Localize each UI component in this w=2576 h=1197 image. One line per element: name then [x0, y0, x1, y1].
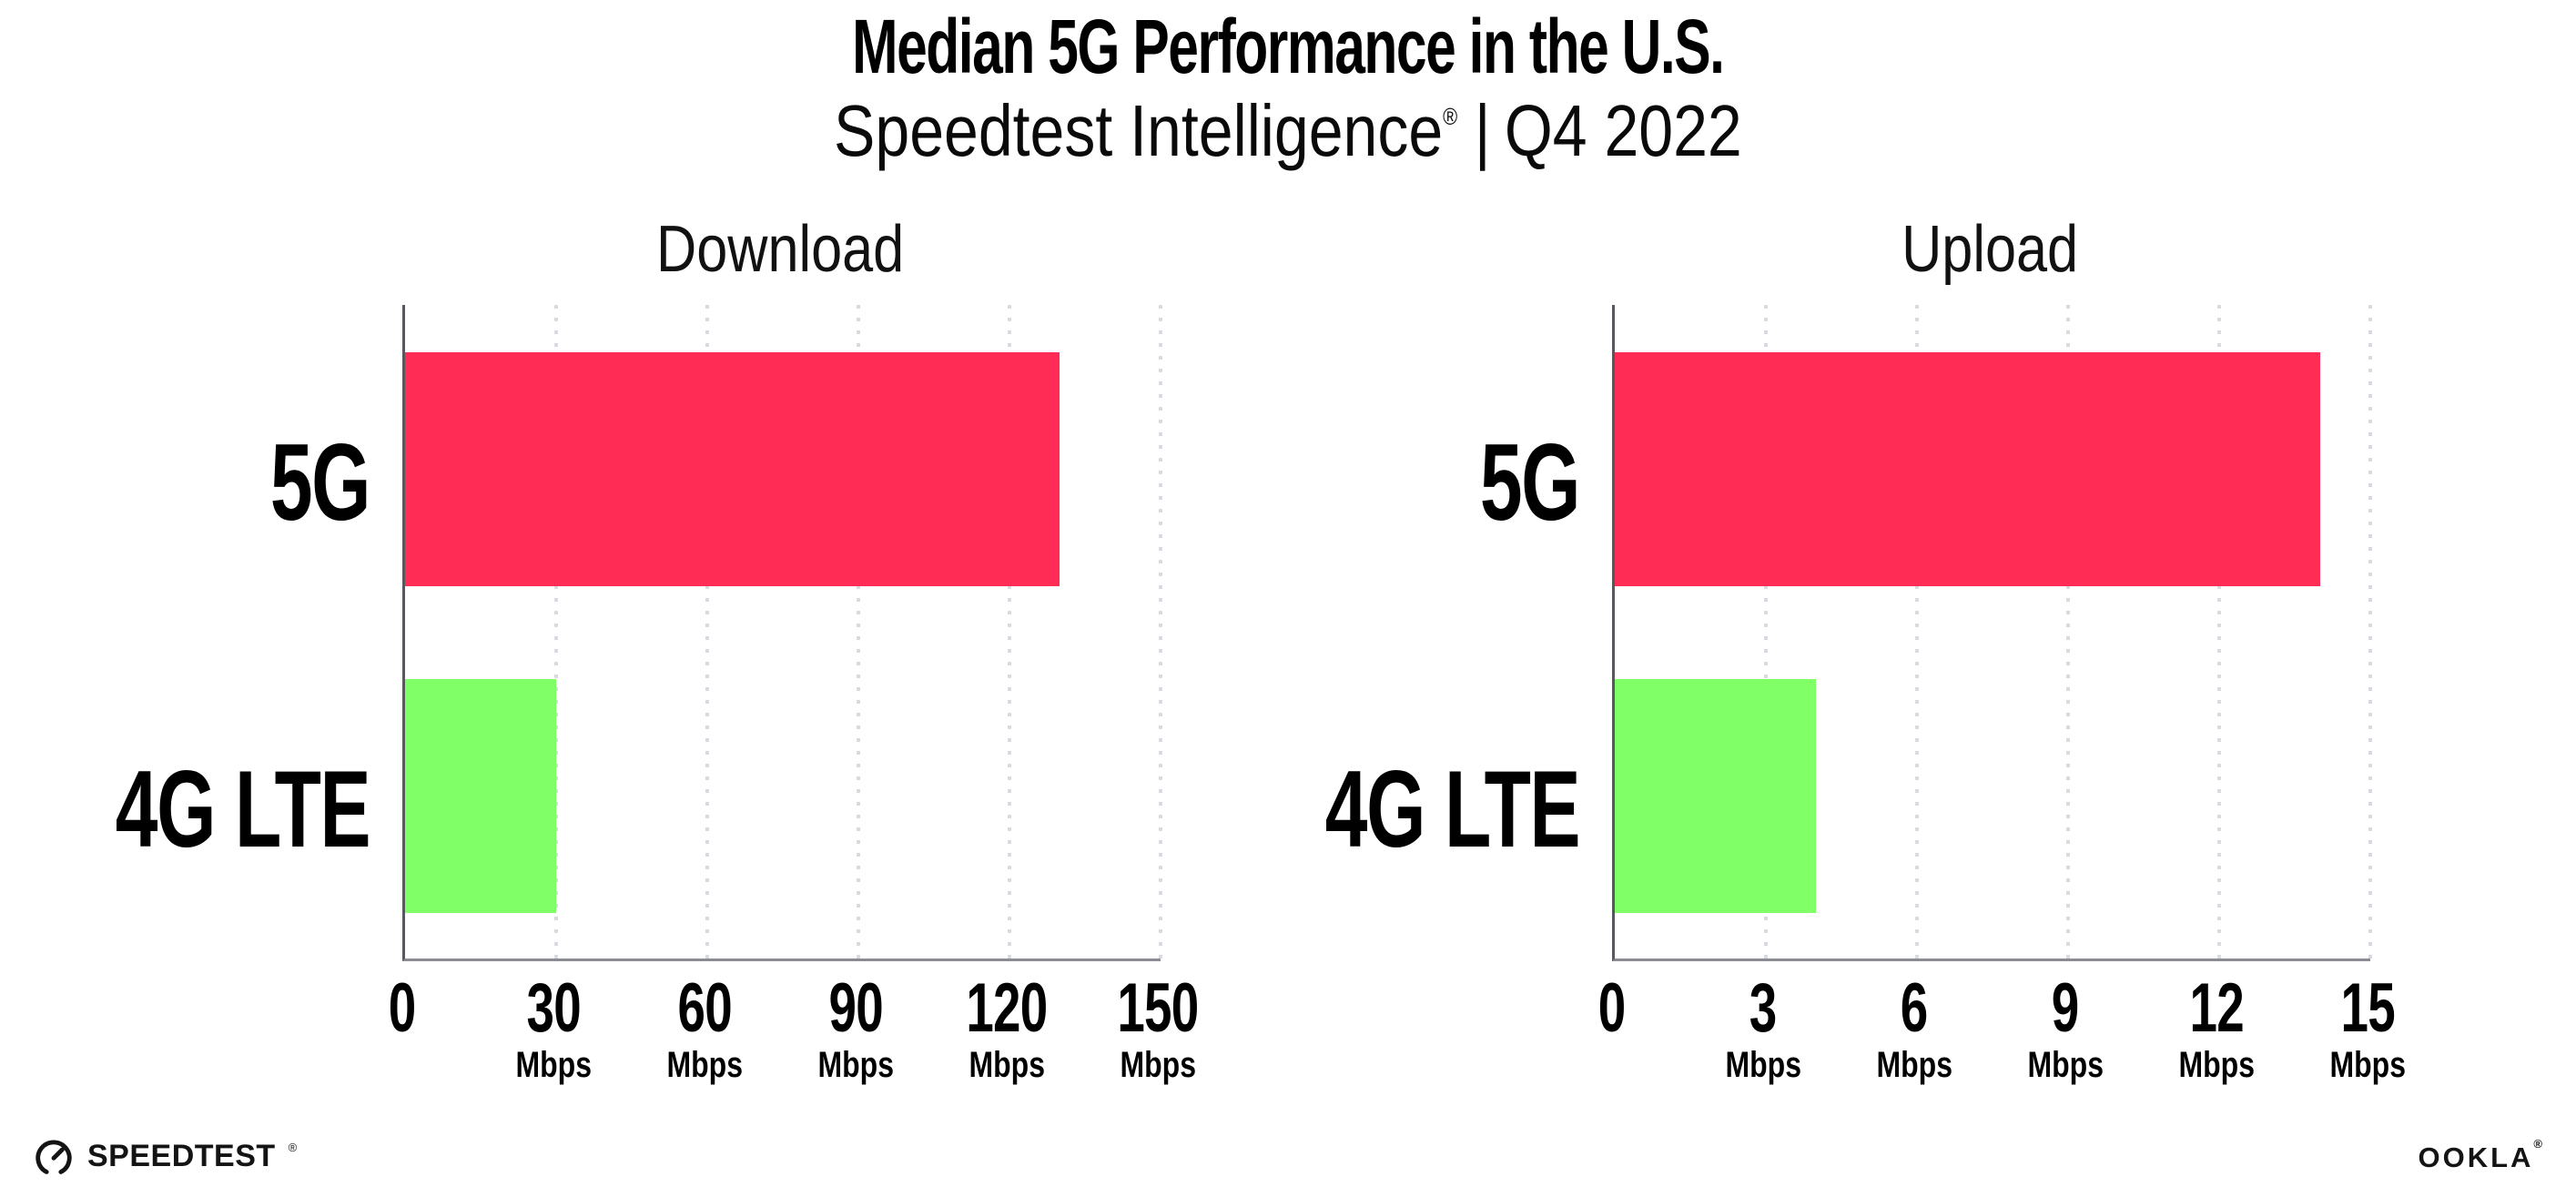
gridline-15-mbps-upload [2368, 305, 2372, 959]
x-tick-unit-text-12-upload: Mbps [2178, 1045, 2255, 1085]
bar-5g-download [405, 352, 1060, 586]
gridline-90-mbps-download [857, 305, 860, 959]
gridline-9-mbps-upload [2066, 305, 2070, 959]
x-tick-unit-text-60-download: Mbps [666, 1045, 743, 1085]
x-tick-unit-30-download: Mbps [453, 1047, 654, 1083]
x-tick-3-upload: 3 [1663, 974, 1863, 1043]
x-tick-unit-text-120-download: Mbps [969, 1045, 1045, 1085]
y-axis-label-5g-download: 5G [5, 421, 371, 543]
x-tick-unit-12-upload: Mbps [2116, 1047, 2317, 1083]
bar-4g-lte-download [405, 679, 556, 913]
page-title: Median 5G Performance in the U.S. [0, 5, 2576, 88]
y-axis-label-text-4g-lte-upload: 4G LTE [1324, 747, 1581, 870]
x-tick-value-60-download: 60 [677, 969, 732, 1047]
x-tick-value-30-download: 30 [526, 969, 581, 1047]
x-tick-unit-90-download: Mbps [756, 1047, 956, 1083]
x-tick-15-upload: 15 [2267, 974, 2468, 1043]
chart-title-text-download: Download [655, 213, 905, 286]
page-title-text: Median 5G Performance in the U.S. [852, 4, 1725, 89]
x-tick-unit-60-download: Mbps [604, 1047, 805, 1083]
x-tick-value-3-upload: 3 [1749, 969, 1777, 1047]
gridline-30-mbps-download [554, 305, 558, 959]
x-tick-unit-9-upload: Mbps [1965, 1047, 2165, 1083]
y-axis-label-4g-lte-upload: 4G LTE [1215, 747, 1581, 870]
subtitle: Speedtest Intelligence® | Q4 2022 [0, 91, 2576, 171]
gridline-6-mbps-upload [1915, 305, 1919, 959]
x-tick-value-12-upload: 12 [2189, 969, 2244, 1047]
x-tick-unit-text-9-upload: Mbps [2027, 1045, 2104, 1085]
registered-trademark-mark: ® [1443, 105, 1458, 131]
y-axis-label-text-4g-lte-download: 4G LTE [115, 747, 371, 870]
x-tick-9-upload: 9 [1965, 974, 2165, 1043]
speedtest-logo: SPEEDTEST ® [33, 1132, 297, 1180]
x-tick-value-120-download: 120 [966, 969, 1048, 1047]
x-tick-unit-120-download: Mbps [907, 1047, 1107, 1083]
download-plot-area [402, 305, 1162, 961]
y-axis-label-5g-upload: 5G [1215, 421, 1581, 543]
chart-title-upload: Upload [1612, 217, 2368, 282]
chart-title-download: Download [402, 217, 1158, 282]
x-tick-150-download: 150 [1058, 974, 1258, 1043]
x-tick-30-download: 30 [453, 974, 654, 1043]
x-tick-6-upload: 6 [1814, 974, 2014, 1043]
bar-5g-upload [1615, 352, 2320, 586]
x-tick-unit-6-upload: Mbps [1814, 1047, 2014, 1083]
x-tick-unit-text-30-download: Mbps [515, 1045, 592, 1085]
gridline-12-mbps-upload [2217, 305, 2221, 959]
x-tick-unit-text-15-upload: Mbps [2329, 1045, 2406, 1085]
x-tick-unit-15-upload: Mbps [2267, 1047, 2468, 1083]
x-tick-unit-text-90-download: Mbps [817, 1045, 894, 1085]
x-tick-90-download: 90 [756, 974, 956, 1043]
speedtest-wordmark: SPEEDTEST [87, 1138, 276, 1173]
ookla-trademark-mark: ® [2533, 1136, 2545, 1151]
x-tick-value-6-upload: 6 [1901, 969, 1928, 1047]
x-tick-0-download: 0 [302, 974, 502, 1043]
gridline-150-mbps-download [1159, 305, 1162, 959]
ookla-logo: OOKLA® [2418, 1137, 2545, 1174]
x-tick-unit-text-6-upload: Mbps [1876, 1045, 1952, 1085]
x-tick-unit-text-3-upload: Mbps [1725, 1045, 1801, 1085]
x-tick-value-0-upload: 0 [1598, 969, 1626, 1047]
speedtest-gauge-icon [33, 1135, 75, 1177]
bar-4g-lte-upload [1615, 679, 1816, 913]
x-tick-120-download: 120 [907, 974, 1107, 1043]
x-tick-12-upload: 12 [2116, 974, 2317, 1043]
x-tick-unit-text-150-download: Mbps [1120, 1045, 1196, 1085]
gridline-3-mbps-upload [1764, 305, 1768, 959]
upload-plot-area [1612, 305, 2372, 961]
x-tick-unit-150-download: Mbps [1058, 1047, 1258, 1083]
x-tick-value-90-download: 90 [828, 969, 883, 1047]
y-axis-label-text-5g-upload: 5G [1479, 421, 1581, 543]
x-tick-value-15-upload: 15 [2340, 969, 2395, 1047]
x-tick-value-9-upload: 9 [2052, 969, 2079, 1047]
subtitle-period: Q4 2022 [1504, 90, 1742, 171]
x-tick-value-0-download: 0 [389, 969, 416, 1047]
speedtest-trademark-mark: ® [288, 1140, 298, 1154]
y-axis-label-text-5g-download: 5G [269, 421, 371, 543]
x-tick-0-upload: 0 [1512, 974, 1712, 1043]
x-tick-value-150-download: 150 [1117, 969, 1199, 1047]
gridline-120-mbps-download [1008, 305, 1011, 959]
x-tick-60-download: 60 [604, 974, 805, 1043]
ookla-wordmark: OOKLA [2418, 1141, 2534, 1173]
subtitle-brand: Speedtest Intelligence [834, 90, 1444, 171]
subtitle-divider: | [1475, 90, 1491, 171]
chart-title-text-upload: Upload [1902, 213, 2078, 286]
x-tick-unit-3-upload: Mbps [1663, 1047, 1863, 1083]
gridline-60-mbps-download [705, 305, 709, 959]
y-axis-label-4g-lte-download: 4G LTE [5, 747, 371, 870]
